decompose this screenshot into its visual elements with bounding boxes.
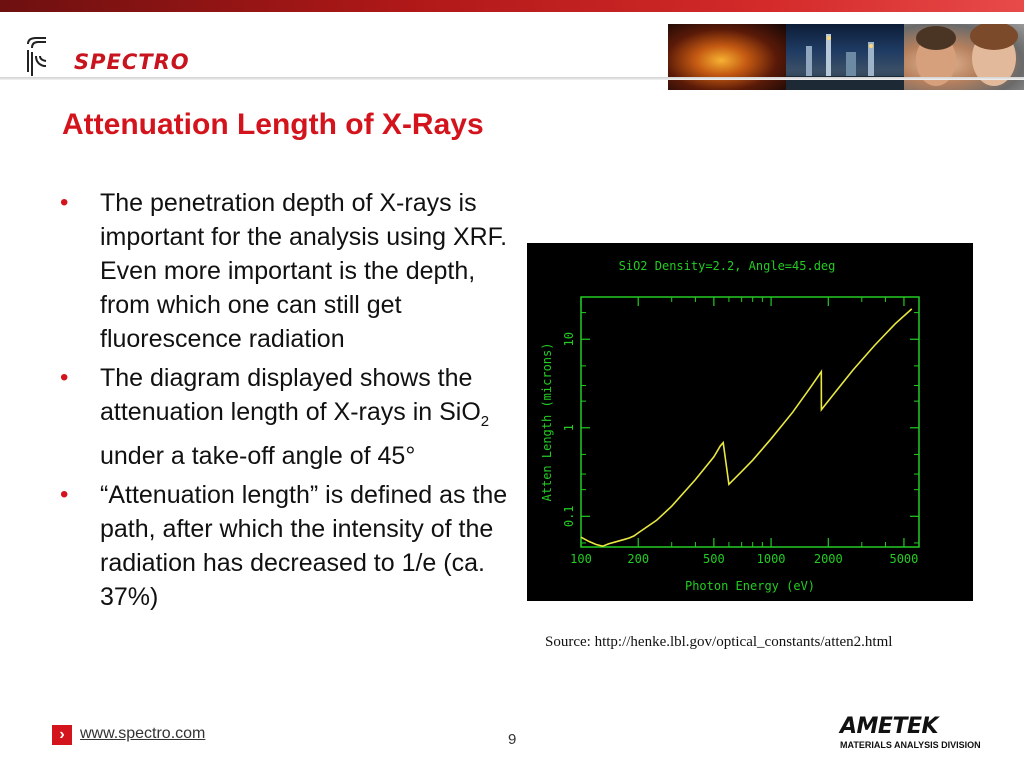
refinery-night-photo: [786, 24, 904, 90]
bullet-list: • The penetration depth of X-rays is imp…: [60, 186, 520, 619]
bullet-text-post: under a take-off angle of 45°: [100, 442, 416, 470]
bullet-item: • “Attenuation length” is defined as the…: [60, 478, 520, 614]
x-tick-label: 2000: [814, 552, 843, 566]
bullet-text: “Attenuation length” is defined as the p…: [100, 481, 508, 611]
attenuation-chart-svg: SiO2 Density=2.2, Angle=45.deg 100 200 500…: [540, 259, 920, 593]
bullet-item: • The diagram displayed shows the attenu…: [60, 361, 520, 473]
y-axis: 0.1 1 10: [562, 312, 919, 544]
slide-header: SPECTRO: [0, 12, 1024, 90]
bullet-item: • The penetration depth of X-rays is imp…: [60, 186, 520, 356]
industrial-furnace-photo: [668, 24, 786, 90]
page-number: 9: [508, 731, 517, 748]
source-citation: Source: http://henke.lbl.gov/optical_con…: [545, 634, 893, 650]
chevron-right-icon[interactable]: ›: [52, 725, 72, 745]
ametek-logo: AMETEK MATERIALS ANALYSIS DIVISION: [840, 714, 981, 751]
x-tick-label: 1000: [757, 552, 786, 566]
attenuation-series-line: [580, 308, 913, 548]
bullet-dot-icon: •: [60, 189, 69, 216]
chart-title: SiO2 Density=2.2, Angle=45.deg: [619, 259, 836, 273]
bullet-text: The penetration depth of X-rays is impor…: [100, 189, 508, 353]
bullet-text-pre: The diagram displayed shows the attenuat…: [100, 364, 481, 426]
header-photo-strip: [668, 22, 1024, 90]
slide-title: Attenuation Length of X-Rays: [62, 108, 484, 141]
attenuation-chart: SiO2 Density=2.2, Angle=45.deg 100 200 500…: [527, 243, 973, 601]
plot-frame: [580, 296, 920, 548]
x-axis-label: Photon Energy (eV): [685, 579, 815, 593]
top-accent-bar: [0, 0, 1024, 12]
y-tick-label: 1: [562, 424, 576, 431]
people-portrait-photo: [904, 22, 1024, 90]
ametek-division-text: MATERIALS ANALYSIS DIVISION: [840, 740, 981, 750]
bullet-subscript: 2: [480, 413, 490, 430]
x-tick-label: 5000: [889, 552, 918, 566]
x-tick-label: 100: [570, 552, 592, 566]
bullet-dot-icon: •: [60, 364, 69, 391]
x-tick-label: 500: [703, 552, 725, 566]
x-axis: 100 200 500 1000 2000 5000: [570, 297, 918, 566]
ametek-logo-text: AMETEK: [840, 714, 939, 739]
y-axis-label: Atten Length (microns): [540, 343, 554, 502]
spectro-logo-text: SPECTRO: [74, 50, 190, 74]
bullet-dot-icon: •: [60, 481, 69, 508]
y-tick-label: 10: [562, 332, 576, 346]
y-tick-label: 0.1: [562, 505, 576, 527]
spectro-logo-mark-icon: [27, 37, 47, 76]
x-tick-label: 200: [627, 552, 649, 566]
spectro-logo: SPECTRO: [24, 36, 189, 80]
header-divider: [0, 77, 1024, 80]
website-link[interactable]: www.spectro.com: [80, 725, 206, 742]
